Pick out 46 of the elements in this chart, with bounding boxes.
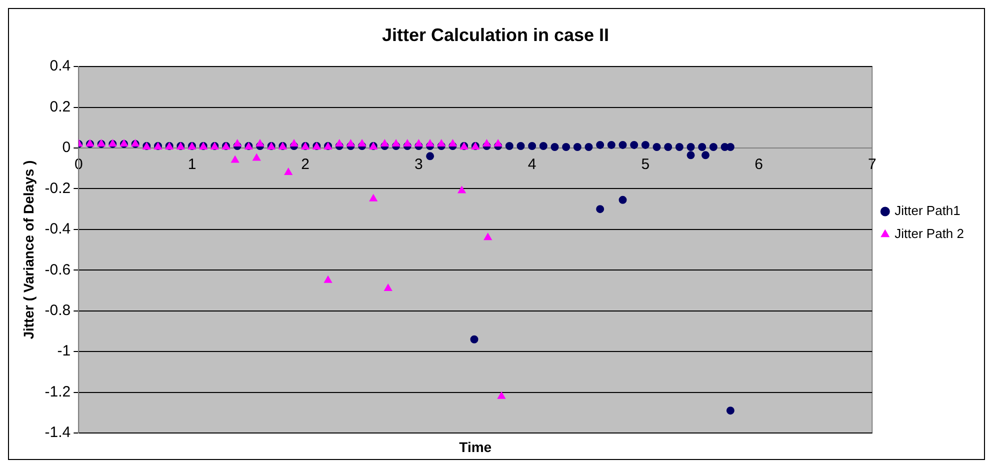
x-tick-label: 7: [868, 156, 876, 174]
y-tick-label: -1: [57, 342, 71, 360]
y-tick-label: -0.8: [44, 302, 71, 320]
y-tick-label: -1.2: [44, 383, 71, 400]
point: [369, 194, 378, 202]
point: [284, 168, 292, 175]
y-axis-title: Jitter ( Variance of Delays ): [20, 160, 36, 340]
x-tick-label: 5: [641, 156, 650, 174]
point: [233, 139, 242, 146]
point: [358, 139, 366, 146]
point: [335, 139, 344, 146]
y-tick-label: -0.6: [44, 261, 71, 278]
y-tick-label: 0.4: [50, 58, 71, 75]
point: [484, 233, 492, 240]
y-tick-label: 0: [62, 139, 71, 156]
point: [384, 284, 392, 291]
x-tick-label: 6: [754, 156, 763, 174]
y-tick-label: 0.2: [50, 98, 71, 116]
point: [458, 186, 466, 194]
legend-label: Jitter Path 2: [894, 226, 964, 242]
y-tick-label: -0.4: [44, 220, 71, 238]
point: [437, 139, 446, 146]
x-tick-label: 3: [414, 156, 423, 174]
point: [426, 139, 434, 146]
x-tick-label: 4: [528, 156, 536, 174]
point: [494, 139, 502, 146]
point: [498, 392, 506, 399]
chart-title: Jitter Calculation in case II: [382, 24, 610, 45]
point: [231, 156, 240, 163]
x-tick-label: 2: [301, 156, 310, 174]
point: [252, 154, 261, 161]
point: [290, 139, 298, 146]
point: [380, 139, 389, 146]
point: [324, 276, 332, 283]
legend-label: Jitter Path1: [894, 203, 960, 218]
x-axis-title: Time: [459, 438, 492, 455]
point: [392, 139, 400, 146]
y-tick-label: -0.2: [44, 180, 71, 197]
point: [256, 139, 264, 146]
point: [403, 139, 412, 146]
point: [414, 139, 423, 146]
x-tick-label: 1: [188, 156, 196, 174]
y-tick-label: -1.4: [44, 424, 71, 442]
point: [346, 139, 355, 146]
point: [448, 139, 457, 146]
point: [482, 139, 491, 146]
